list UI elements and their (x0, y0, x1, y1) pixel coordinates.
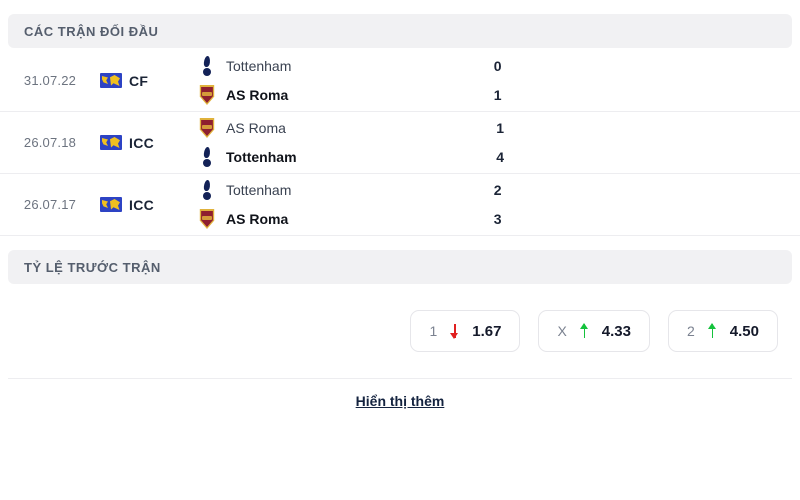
table-row[interactable]: 26.07.17 ICC Tottenham AS Roma 2 3 (0, 174, 800, 236)
globe-flag-icon (100, 73, 122, 88)
competition-label: ICC (129, 134, 155, 151)
tottenham-crest-icon (198, 56, 216, 76)
h2h-match-list: 31.07.22 CF Tottenham AS Roma 0 1 (0, 50, 800, 236)
match-date: 26.07.17 (23, 197, 77, 212)
score-cell: 2 3 (476, 181, 616, 228)
h2h-section-title: CÁC TRẬN ĐỐI ĐẦU (24, 23, 159, 39)
arrow-down-icon (449, 323, 460, 339)
footer: Hiển thị thêm (0, 379, 800, 423)
odds-value-2: 4.50 (729, 322, 759, 340)
odds-label-x: X (557, 323, 567, 339)
prematch-odds-section-title: TỶ LỆ TRƯỚC TRẬN (24, 259, 161, 275)
odds-button-away[interactable]: 2 4.50 (668, 310, 778, 352)
away-team-name: AS Roma (226, 87, 289, 103)
teams-cell: Tottenham AS Roma (192, 180, 476, 229)
away-team-line[interactable]: AS Roma (198, 85, 476, 105)
home-team-name: Tottenham (226, 58, 292, 74)
footer-divider (8, 378, 792, 379)
away-team-line[interactable]: Tottenham (198, 147, 478, 167)
home-team-score: 2 (493, 182, 502, 198)
away-team-score: 1 (493, 87, 502, 103)
odds-label-1: 1 (429, 323, 438, 339)
prematch-odds-section-header: TỶ LỆ TRƯỚC TRẬN (8, 250, 792, 284)
competition-cell: ICC (100, 135, 192, 151)
home-team-line[interactable]: Tottenham (198, 56, 476, 76)
score-cell: 0 1 (476, 57, 616, 104)
as-roma-crest-icon (199, 85, 215, 105)
globe-flag-icon (100, 197, 122, 212)
odds-label-2: 2 (687, 323, 695, 339)
match-date: 26.07.18 (23, 135, 77, 150)
competition-cell: ICC (100, 197, 192, 213)
globe-flag-icon (100, 135, 122, 150)
table-row[interactable]: 26.07.18 ICC AS Roma Tottenham 1 4 (0, 112, 800, 174)
show-more-link[interactable]: Hiển thị thêm (355, 393, 445, 409)
teams-cell: AS Roma Tottenham (192, 118, 478, 167)
odds-row: 1 1.67 X 4.33 2 4.50 (0, 310, 800, 352)
away-team-name: Tottenham (226, 149, 297, 165)
odds-value-x: 4.33 (601, 322, 631, 340)
competition-label: ICC (129, 196, 155, 213)
score-cell: 1 4 (478, 119, 618, 166)
competition-label: CF (129, 72, 149, 89)
teams-cell: Tottenham AS Roma (192, 56, 476, 105)
odds-value-1: 1.67 (472, 322, 502, 340)
home-team-score: 1 (496, 120, 505, 136)
tottenham-crest-icon (198, 180, 216, 200)
as-roma-crest-icon (199, 118, 215, 138)
arrow-up-icon (579, 323, 590, 339)
away-team-name: AS Roma (226, 211, 289, 227)
match-date: 31.07.22 (23, 73, 77, 88)
odds-button-home[interactable]: 1 1.67 (410, 310, 521, 352)
arrow-up-icon (707, 323, 718, 339)
home-team-score: 0 (493, 58, 502, 74)
away-team-score: 4 (496, 149, 505, 165)
away-team-line[interactable]: AS Roma (198, 209, 476, 229)
as-roma-crest-icon (199, 209, 215, 229)
home-team-name: AS Roma (226, 120, 286, 136)
h2h-section-header: CÁC TRẬN ĐỐI ĐẦU (8, 14, 792, 48)
competition-cell: CF (100, 73, 192, 89)
home-team-name: Tottenham (226, 182, 292, 198)
table-row[interactable]: 31.07.22 CF Tottenham AS Roma 0 1 (0, 50, 800, 112)
home-team-line[interactable]: AS Roma (198, 118, 478, 138)
tottenham-crest-icon (198, 147, 216, 167)
home-team-line[interactable]: Tottenham (198, 180, 476, 200)
away-team-score: 3 (493, 211, 502, 227)
odds-button-draw[interactable]: X 4.33 (538, 310, 650, 352)
